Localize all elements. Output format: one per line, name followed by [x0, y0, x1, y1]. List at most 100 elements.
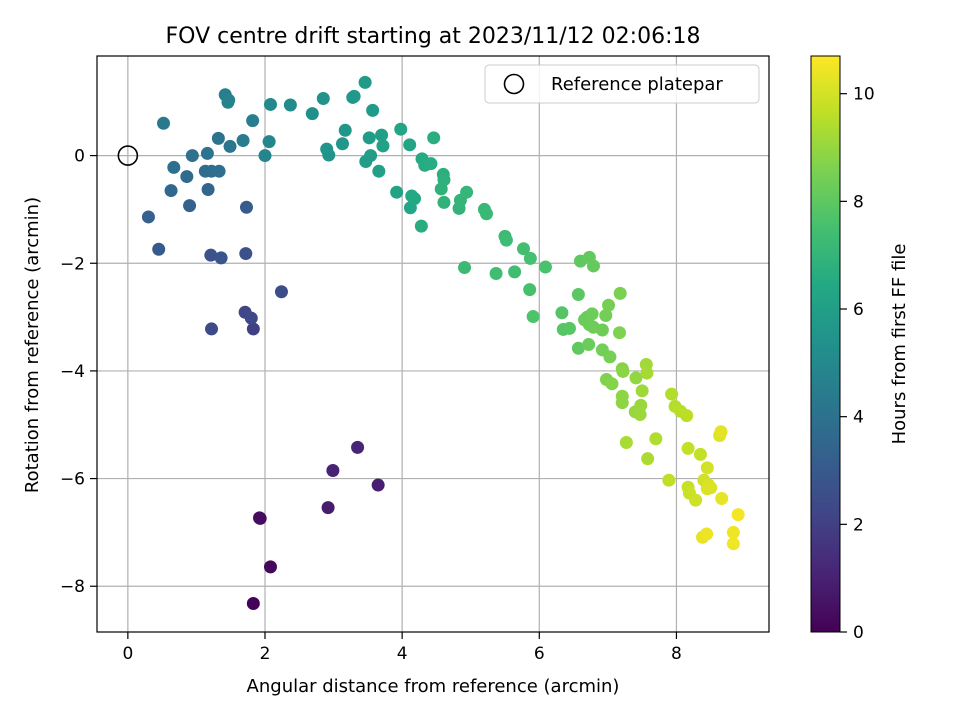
data-point: [283, 98, 297, 112]
colorbar-tick-label: 4: [853, 408, 864, 428]
data-point: [585, 307, 599, 321]
data-point: [523, 251, 537, 265]
data-point: [615, 396, 629, 410]
data-point: [602, 298, 616, 312]
data-point: [714, 425, 728, 439]
data-point: [212, 164, 226, 178]
chart-title: FOV centre drift starting at 2023/11/12 …: [166, 24, 701, 49]
data-point: [200, 146, 214, 160]
y-tick-label: −2: [60, 254, 85, 274]
x-tick-label: 6: [534, 644, 545, 664]
data-point: [347, 89, 361, 103]
data-point: [164, 184, 178, 198]
data-point: [641, 452, 655, 466]
colorbar-ticks: 0 2 4 6 8 10: [840, 85, 875, 643]
data-point: [595, 323, 609, 337]
data-point: [183, 199, 197, 213]
legend-marker: [503, 73, 525, 95]
data-point: [335, 137, 349, 151]
data-point: [152, 242, 166, 256]
data-point: [458, 261, 472, 275]
data-point: [489, 266, 503, 280]
data-point: [517, 242, 531, 256]
data-point: [460, 185, 474, 199]
data-point: [424, 157, 438, 171]
data-point: [586, 259, 600, 273]
data-point: [635, 384, 649, 398]
data-point: [364, 149, 378, 163]
data-point: [526, 310, 540, 324]
colorbar-tick-label: 0: [853, 623, 864, 643]
data-point: [538, 260, 552, 274]
data-point: [262, 135, 276, 149]
data-point: [167, 160, 181, 174]
x-tick-label: 8: [671, 644, 682, 664]
data-point: [305, 107, 319, 121]
data-point: [403, 138, 417, 152]
data-point: [214, 251, 228, 265]
data-point: [366, 103, 380, 117]
data-point: [338, 123, 352, 137]
colorbar-tick-label: 6: [853, 300, 864, 320]
reference-platepar-marker: [117, 145, 139, 166]
x-axis-label: Angular distance from reference (arcmin): [247, 676, 620, 697]
data-point: [358, 75, 372, 89]
data-point: [731, 508, 745, 522]
data-point: [376, 139, 390, 153]
data-point: [689, 493, 703, 507]
data-point: [185, 149, 199, 163]
data-point: [508, 265, 522, 279]
data-point: [616, 364, 630, 378]
data-point: [405, 189, 419, 203]
data-point: [246, 596, 260, 610]
data-point: [180, 170, 194, 184]
data-point: [427, 131, 441, 145]
x-tick-label: 2: [260, 644, 271, 664]
data-point: [715, 491, 729, 505]
data-point: [372, 164, 386, 178]
data-point: [221, 95, 235, 109]
colorbar-tick-label: 8: [853, 192, 864, 212]
data-point: [201, 183, 215, 197]
y-tick-label: −8: [60, 577, 85, 597]
data-point: [726, 537, 740, 551]
data-point: [390, 185, 404, 199]
data-point: [434, 182, 448, 196]
data-point: [726, 525, 740, 539]
data-point: [321, 501, 335, 515]
data-point: [263, 560, 277, 574]
legend-box: [484, 64, 760, 104]
colorbar-label: Hours from first FF file: [889, 244, 910, 445]
data-point: [613, 326, 627, 340]
data-point: [244, 311, 258, 325]
data-point: [640, 366, 654, 380]
data-point: [263, 97, 277, 111]
data-point: [316, 92, 330, 106]
data-point: [599, 308, 613, 322]
data-point: [205, 322, 219, 336]
legend: Reference platepar: [484, 64, 760, 104]
data-point: [246, 322, 260, 336]
legend-label: Reference platepar: [551, 74, 723, 95]
data-point: [633, 408, 647, 422]
data-point: [246, 114, 260, 128]
data-point: [362, 131, 376, 145]
colorbar-tick-label: 10: [853, 85, 875, 105]
data-point: [662, 473, 676, 487]
y-axis-ticks: −8 −6 −4 −2 0: [60, 147, 97, 597]
data-point: [394, 122, 408, 136]
colorbar: [810, 55, 841, 633]
data-point: [141, 210, 155, 224]
y-tick-label: −4: [60, 362, 85, 382]
data-point: [700, 461, 714, 475]
colorbar-tick-label: 2: [853, 515, 864, 535]
data-point: [582, 338, 596, 352]
x-tick-label: 0: [122, 644, 133, 664]
data-point: [680, 409, 694, 423]
data-point: [371, 478, 385, 492]
y-axis-label: Rotation from reference (arcmin): [22, 197, 43, 493]
data-point: [603, 350, 617, 364]
data-point: [571, 287, 585, 301]
data-point: [499, 233, 513, 247]
x-axis-ticks: 0 2 4 6 8: [122, 632, 682, 664]
